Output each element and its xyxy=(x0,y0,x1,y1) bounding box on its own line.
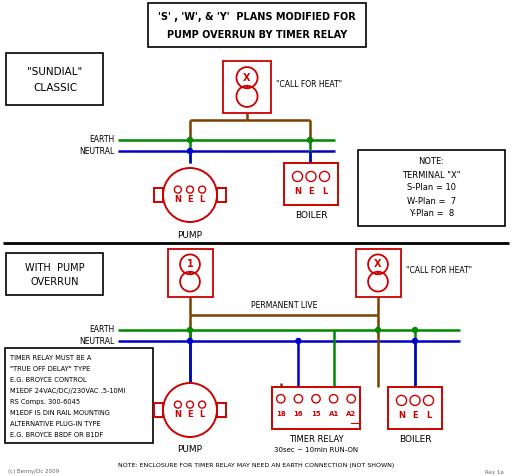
Text: E: E xyxy=(187,195,193,204)
Text: OVERRUN: OVERRUN xyxy=(31,277,79,287)
Bar xyxy=(355,249,400,297)
Circle shape xyxy=(308,138,312,142)
Bar xyxy=(154,188,163,202)
Text: BOILER: BOILER xyxy=(295,211,327,220)
Text: L: L xyxy=(322,187,327,196)
Bar xyxy=(167,249,212,297)
Bar xyxy=(284,163,338,205)
Text: M1EDF IS DIN RAIL MOUNTING: M1EDF IS DIN RAIL MOUNTING xyxy=(10,410,110,416)
Bar xyxy=(358,150,505,226)
Text: 30sec ~ 10min RUN-ON: 30sec ~ 10min RUN-ON xyxy=(274,447,358,453)
Text: L: L xyxy=(200,409,205,418)
Text: E: E xyxy=(412,411,418,420)
Text: 16: 16 xyxy=(293,411,303,417)
Text: S-Plan = 10: S-Plan = 10 xyxy=(407,184,456,192)
Text: NOTE: ENCLOSURE FOR TIMER RELAY MAY NEED AN EARTH CONNECTION (NOT SHOWN): NOTE: ENCLOSURE FOR TIMER RELAY MAY NEED… xyxy=(118,464,394,468)
Text: Rev 1a: Rev 1a xyxy=(485,469,504,475)
Text: TIMER RELAY: TIMER RELAY xyxy=(289,436,344,445)
Text: CLASSIC: CLASSIC xyxy=(33,83,77,93)
Text: RS Comps. 300-6045: RS Comps. 300-6045 xyxy=(10,399,80,405)
Text: N: N xyxy=(175,409,181,418)
Bar xyxy=(6,53,103,105)
Text: NOTE:: NOTE: xyxy=(418,158,444,167)
Text: X: X xyxy=(243,73,251,83)
Text: N: N xyxy=(175,195,181,204)
Text: E: E xyxy=(308,187,314,196)
Text: "CALL FOR HEAT": "CALL FOR HEAT" xyxy=(276,80,342,89)
Circle shape xyxy=(187,338,193,344)
Circle shape xyxy=(296,338,301,344)
Text: Y-Plan =  8: Y-Plan = 8 xyxy=(409,209,454,218)
Bar xyxy=(272,387,360,429)
Bar xyxy=(223,61,271,113)
Bar xyxy=(217,403,226,417)
Text: PUMP: PUMP xyxy=(178,230,203,239)
Text: E.G. BROYCE CONTROL: E.G. BROYCE CONTROL xyxy=(10,377,87,383)
Text: A2: A2 xyxy=(346,411,356,417)
Text: L: L xyxy=(200,195,205,204)
Text: TIMER RELAY MUST BE A: TIMER RELAY MUST BE A xyxy=(10,355,91,361)
Text: EARTH: EARTH xyxy=(90,326,115,335)
Bar xyxy=(5,348,153,443)
Text: PUMP OVERRUN BY TIMER RELAY: PUMP OVERRUN BY TIMER RELAY xyxy=(167,30,347,40)
Text: E.G. BROYCE B8DF OR B1DF: E.G. BROYCE B8DF OR B1DF xyxy=(10,432,103,438)
Text: NEUTRAL: NEUTRAL xyxy=(80,147,115,156)
Circle shape xyxy=(413,338,417,344)
Text: (c) Benny/Dc 2009: (c) Benny/Dc 2009 xyxy=(8,469,59,475)
Text: M1EDF 24VAC/DC//230VAC .5-10MI: M1EDF 24VAC/DC//230VAC .5-10MI xyxy=(10,388,125,394)
Text: WITH  PUMP: WITH PUMP xyxy=(25,263,85,273)
Text: EARTH: EARTH xyxy=(90,136,115,145)
Bar xyxy=(217,188,226,202)
Text: 15: 15 xyxy=(311,411,321,417)
Circle shape xyxy=(187,149,193,153)
Circle shape xyxy=(375,327,380,333)
Text: W-Plan =  7: W-Plan = 7 xyxy=(407,197,456,206)
Text: PERMANENT LIVE: PERMANENT LIVE xyxy=(251,301,317,310)
Text: TERMINAL "X": TERMINAL "X" xyxy=(402,170,461,179)
Bar xyxy=(154,403,163,417)
Bar xyxy=(148,3,366,47)
Text: PUMP: PUMP xyxy=(178,446,203,455)
Text: ALTERNATIVE PLUG-IN TYPE: ALTERNATIVE PLUG-IN TYPE xyxy=(10,421,101,427)
Bar xyxy=(6,253,103,295)
Circle shape xyxy=(413,327,417,333)
Text: X: X xyxy=(374,259,382,269)
Text: N: N xyxy=(398,411,405,420)
Text: BOILER: BOILER xyxy=(399,436,431,445)
Text: NEUTRAL: NEUTRAL xyxy=(80,337,115,346)
Text: 18: 18 xyxy=(276,411,286,417)
Text: 1: 1 xyxy=(187,259,194,269)
Circle shape xyxy=(187,327,193,333)
Text: L: L xyxy=(426,411,431,420)
Text: 'S' , 'W', & 'Y'  PLANS MODIFIED FOR: 'S' , 'W', & 'Y' PLANS MODIFIED FOR xyxy=(158,12,356,22)
Text: A1: A1 xyxy=(329,411,339,417)
Text: "TRUE OFF DELAY" TYPE: "TRUE OFF DELAY" TYPE xyxy=(10,366,90,372)
Text: N: N xyxy=(294,187,301,196)
Text: "CALL FOR HEAT": "CALL FOR HEAT" xyxy=(406,266,472,275)
Circle shape xyxy=(187,138,193,142)
Text: "SUNDIAL": "SUNDIAL" xyxy=(27,67,82,77)
Text: E: E xyxy=(187,409,193,418)
Bar xyxy=(388,387,442,429)
